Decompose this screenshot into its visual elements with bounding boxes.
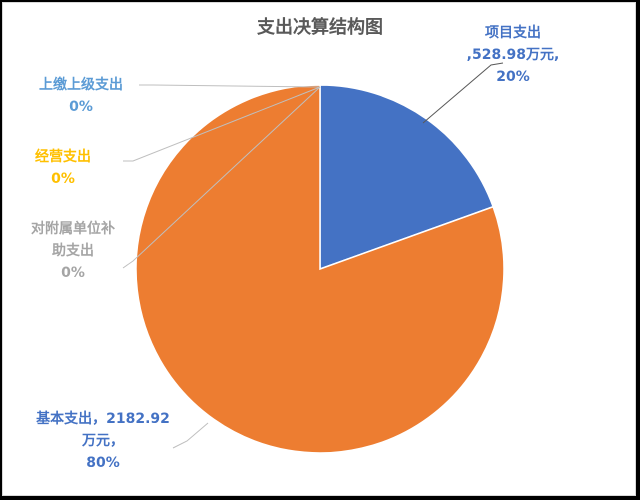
data-label-line: 0% [61,265,85,281]
data-label-line: 经营支出 [35,148,91,165]
data-label-subsidiary-subsidy-expense: 对附属单位补助支出 0% [31,220,115,281]
data-label-line: 基本支出，2182.92 [36,410,170,427]
data-label-line: 0% [69,99,93,115]
data-label-project-expense: 项目支出 ,528.98万元, 20% [467,24,560,85]
data-label-line: 万元， [81,433,124,449]
pie-slices [135,84,505,454]
data-labels: 项目支出 ,528.98万元, 20% 基本支出，2182.92 万元， 80% 对附属单位… [31,24,559,471]
data-label-line: 项目支出 [485,24,541,41]
data-label-remit-superior-expense: 上缴上级支出 0% [39,76,123,115]
data-label-line: 20% [496,69,530,85]
leader-line-operating-expense [123,86,321,162]
pie-chart: 支出决算结构图 项目支出 ,528.98万元, 20% 基本支出，2182.92 万元，… [31,16,559,471]
leader-lines [122,62,504,449]
pie-slice-basic-expense [135,84,505,454]
data-label-line: ,528.98万元, [467,47,560,63]
leader-line-subsidiary-subsidy-expense [122,86,321,269]
data-label-operating-expense: 经营支出 0% [35,148,91,187]
data-label-line: 80% [86,455,120,471]
leader-line-basic-expense [172,422,209,449]
data-label-line: 对附属单位补 [31,220,115,237]
data-label-line: 助支出 [52,242,94,259]
chart-title: 支出决算结构图 [256,16,383,38]
data-label-line: 上缴上级支出 [39,76,123,93]
data-label-line: 0% [51,171,75,187]
leader-line-project-expense [422,62,504,124]
leader-line-remit-superior-expense [139,84,321,88]
pie-slice-project-expense [319,84,495,271]
chart-area: 支出决算结构图 项目支出 ,528.98万元, 20% 基本支出，2182.92 万元，… [2,2,636,496]
data-label-basic-expense: 基本支出，2182.92 万元， 80% [36,410,170,471]
